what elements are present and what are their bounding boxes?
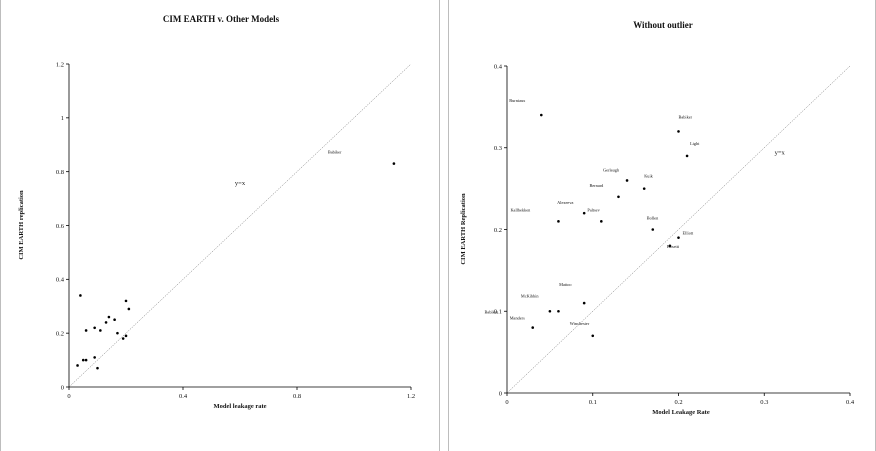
data-point	[76, 364, 79, 367]
x-tick-label: 0.1	[589, 399, 597, 406]
point-label: Babiker	[484, 309, 498, 314]
y-tick-label: 1	[61, 115, 64, 122]
data-point	[582, 301, 586, 305]
x-tick-label: 0.4	[179, 393, 188, 400]
point-label: Burniaux	[509, 98, 526, 103]
data-point	[96, 366, 99, 370]
chart-title: Without outlier	[633, 20, 693, 30]
y-tick-label: 0.4	[494, 63, 503, 70]
y-tick-label: 0.4	[56, 277, 65, 284]
plot-area: 0 0.1 0.2 0.3 0.4 0 0.1 0.2 0.3 0.4 Burniaux Babike…	[484, 63, 854, 406]
data-point	[84, 329, 88, 332]
y-tick-label: 1.2	[56, 61, 64, 68]
data-point	[392, 162, 396, 165]
point-label: McKibbin	[521, 293, 540, 298]
data-point	[124, 334, 128, 338]
axes: 0 0.4 0.8 1.2 0 0.2 0.4 0.6 0.8 1 1.2	[56, 61, 415, 400]
data-point	[540, 113, 543, 117]
data-point	[93, 356, 96, 359]
data-point	[548, 309, 552, 313]
point-label: Bollen	[647, 216, 659, 221]
y-tick-label: 0	[499, 390, 502, 397]
data-point	[617, 195, 620, 199]
x-tick-label: 0.2	[674, 399, 682, 406]
point-label: Light	[690, 141, 700, 146]
y-tick-label: 0.2	[494, 227, 502, 234]
x-tick-label: 0.4	[846, 399, 855, 406]
data-point	[677, 236, 680, 239]
point-label: Kuik	[644, 174, 653, 179]
x-tick-label: 0.3	[760, 399, 768, 406]
x-tick-label: 0	[67, 393, 70, 400]
data-point	[651, 228, 655, 231]
point-label: Mattoo	[559, 282, 571, 287]
data-point	[557, 220, 560, 223]
x-axis-title: Model Leakage Rate	[652, 409, 710, 416]
scatter-chart-right: Without outlier Model Leakage Rate CIM E…	[460, 20, 855, 416]
point-label: Paltsev	[587, 207, 600, 212]
data-point	[107, 315, 111, 319]
x-tick-label: 0	[505, 399, 508, 406]
y-tick-label: 0	[61, 384, 64, 391]
x-axis-title: Model leakage rate	[213, 403, 266, 410]
data-point	[600, 220, 603, 223]
data-point	[121, 337, 125, 340]
data-point	[93, 326, 96, 330]
point-label: Manders	[510, 316, 525, 321]
data-point	[582, 211, 586, 215]
y-tick-label: 0.8	[56, 169, 64, 176]
reference-line-label: y=x	[775, 149, 786, 156]
chart-panel-right: Without outlier Model Leakage Rate CIM E…	[448, 0, 876, 451]
data-point	[531, 326, 535, 329]
data-point	[81, 358, 85, 362]
point-label: Winchester	[570, 321, 590, 326]
data-point	[113, 318, 116, 322]
data-point	[116, 331, 119, 335]
chart-title: CIM EARTH v. Other Models	[163, 14, 280, 24]
point-label: Gerlaugh	[603, 167, 620, 172]
data-point	[79, 294, 82, 297]
data-point	[677, 130, 680, 133]
point-label: Bernard	[589, 183, 604, 188]
point-label: Babiker	[328, 150, 342, 155]
data-point	[625, 179, 629, 182]
point-label: Bosetti	[667, 244, 680, 249]
scatter-chart-left: CIM EARTH v. Other Models Model leakage …	[18, 14, 415, 410]
data-point	[84, 358, 88, 362]
y-tick-label: 0.3	[494, 145, 502, 152]
plot-area: 0 0.4 0.8 1.2 0 0.2 0.4 0.6 0.8 1 1.2 Babiker	[56, 61, 415, 400]
reference-line-label: y=x	[235, 180, 246, 187]
data-point	[591, 334, 595, 338]
y-tick-label: 0.1	[494, 309, 502, 316]
data-point	[642, 187, 646, 190]
y-axis-title: CIM EARTH replication	[18, 190, 25, 260]
data-point	[668, 244, 672, 248]
point-label: Kallbekken	[510, 207, 531, 212]
chart-panel-left: CIM EARTH v. Other Models Model leakage …	[0, 0, 440, 451]
data-point	[124, 299, 128, 303]
reference-line-y-equals-x	[68, 63, 412, 388]
axes: 0 0.1 0.2 0.3 0.4 0 0.1 0.2 0.3 0.4	[494, 63, 855, 406]
y-tick-label: 0.2	[56, 330, 64, 337]
data-point	[127, 307, 131, 311]
y-axis-title: CIM EARTH Replication	[460, 193, 467, 265]
data-point	[99, 329, 102, 332]
data-point	[557, 309, 560, 313]
y-tick-label: 0.6	[56, 223, 65, 230]
point-label: Elliott	[683, 231, 695, 236]
x-tick-label: 0.8	[293, 393, 301, 400]
data-point	[104, 321, 108, 324]
point-label: Alexeeva	[557, 200, 573, 205]
x-tick-label: 1.2	[407, 393, 415, 400]
point-label: Babiker	[679, 114, 693, 119]
data-point	[685, 154, 689, 158]
